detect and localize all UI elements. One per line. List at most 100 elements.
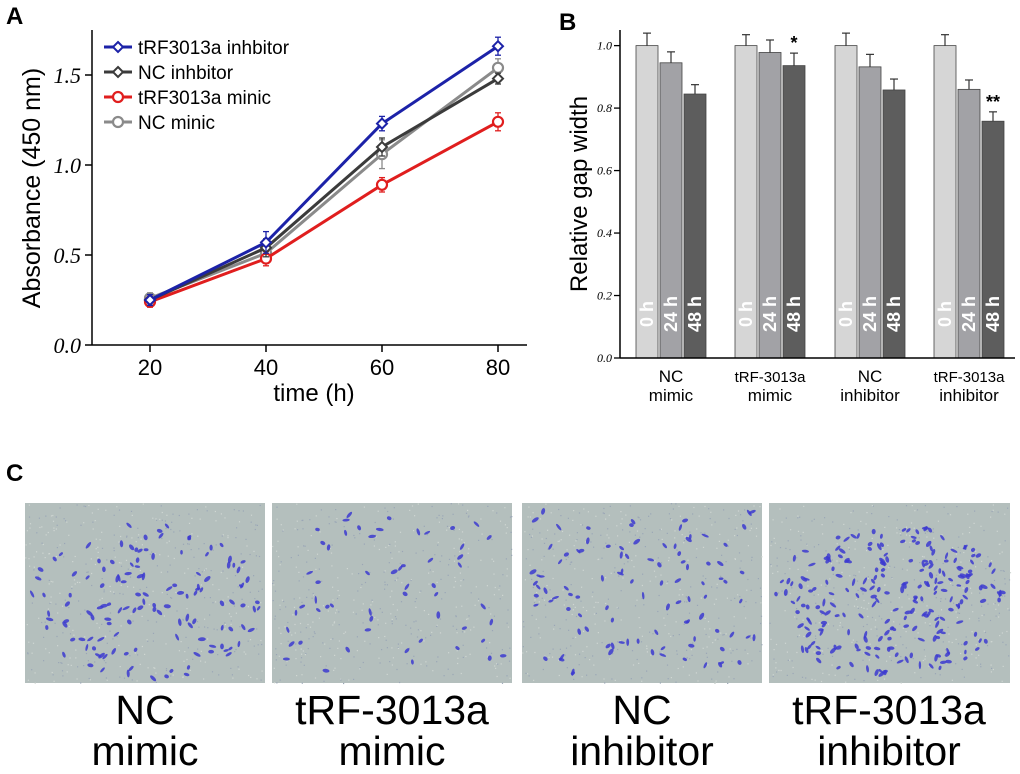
membrane-pore xyxy=(302,519,304,521)
stained-cell xyxy=(937,581,944,585)
membrane-pore xyxy=(460,580,462,582)
membrane-pore xyxy=(1001,595,1003,597)
membrane-pore xyxy=(171,597,173,599)
membrane-pore xyxy=(661,538,663,540)
stained-cell xyxy=(195,587,201,591)
membrane-pore xyxy=(255,524,257,526)
membrane-pore xyxy=(279,564,281,566)
membrane-pore xyxy=(760,596,762,598)
membrane-pore xyxy=(868,659,870,661)
stained-cell xyxy=(344,529,348,536)
membrane-pore xyxy=(152,590,154,592)
membrane-pore xyxy=(888,566,890,569)
stained-cell xyxy=(416,528,421,536)
membrane-pore xyxy=(493,594,495,596)
group-label-line-1: NC xyxy=(858,367,883,386)
membrane-pore xyxy=(1003,570,1005,572)
membrane-pore xyxy=(791,660,793,662)
membrane-pore xyxy=(148,604,150,606)
membrane-pore xyxy=(307,623,309,626)
membrane-pore xyxy=(459,551,461,553)
membrane-pore xyxy=(600,534,602,536)
membrane-pore xyxy=(450,503,452,505)
stained-cell xyxy=(680,560,686,564)
membrane-pore xyxy=(63,518,65,520)
membrane-pore xyxy=(399,562,401,564)
membrane-pore xyxy=(646,648,648,650)
stained-cell xyxy=(151,552,155,560)
membrane-pore xyxy=(536,591,538,594)
membrane-pore xyxy=(303,664,305,666)
membrane-pore xyxy=(932,531,934,533)
membrane-pore xyxy=(678,594,680,596)
membrane-pore xyxy=(583,508,585,510)
membrane-pore xyxy=(452,625,454,627)
membrane-pore xyxy=(922,659,924,662)
membrane-pore xyxy=(877,679,879,681)
membrane-pore xyxy=(27,653,29,655)
membrane-pore xyxy=(959,552,961,554)
membrane-pore xyxy=(831,655,834,657)
stained-cell xyxy=(878,671,885,677)
membrane-pore xyxy=(411,505,414,507)
membrane-pore xyxy=(558,508,560,511)
membrane-pore xyxy=(74,583,76,585)
stained-cell xyxy=(619,545,625,551)
membrane-pore xyxy=(410,579,412,582)
membrane-pore xyxy=(658,539,660,541)
membrane-pore xyxy=(490,652,493,654)
membrane-pore xyxy=(222,570,224,572)
membrane-pore xyxy=(969,526,971,528)
stained-cell xyxy=(608,648,614,656)
membrane-pore xyxy=(576,539,578,541)
stained-cell xyxy=(922,559,929,563)
membrane-pore xyxy=(616,606,618,609)
stained-cell xyxy=(659,653,667,657)
membrane-pore xyxy=(337,590,339,592)
stained-cell xyxy=(900,539,906,544)
membrane-pore xyxy=(547,529,549,531)
membrane-pore xyxy=(109,585,111,587)
membrane-pore xyxy=(390,613,392,615)
membrane-pore xyxy=(921,555,924,558)
legend-marker xyxy=(111,40,125,54)
stained-cell xyxy=(815,605,821,610)
membrane-pore xyxy=(875,619,877,621)
membrane-pore xyxy=(649,631,651,633)
membrane-pore xyxy=(371,599,373,601)
stained-cell xyxy=(320,540,326,546)
stained-cell xyxy=(880,568,886,572)
stained-cell xyxy=(936,628,944,635)
stained-cell xyxy=(835,645,842,650)
membrane-pore xyxy=(1006,630,1008,633)
membrane-pore xyxy=(679,515,681,517)
membrane-pore xyxy=(97,557,99,559)
stained-cell xyxy=(654,629,659,635)
stained-cell xyxy=(630,519,636,525)
membrane-pore xyxy=(396,668,398,671)
stained-cell xyxy=(402,591,408,597)
membrane-pore xyxy=(331,544,333,546)
membrane-pore xyxy=(328,523,330,525)
membrane-pore xyxy=(166,514,168,516)
membrane-pore xyxy=(97,551,99,553)
membrane-pore xyxy=(302,528,304,530)
membrane-pore xyxy=(787,659,789,661)
membrane-pore xyxy=(297,529,299,531)
stained-cell xyxy=(891,627,897,632)
membrane-pore xyxy=(773,537,775,539)
membrane-pore xyxy=(336,609,338,611)
membrane-pore xyxy=(50,601,52,603)
caption-trf-inhibitor: tRF-3013a inhibitor xyxy=(769,690,1009,772)
membrane-pore xyxy=(120,562,122,564)
membrane-pore xyxy=(141,645,143,648)
membrane-pore xyxy=(983,614,985,616)
stained-cell xyxy=(703,662,708,669)
stained-cell xyxy=(208,649,214,654)
membrane-pore xyxy=(94,563,97,566)
membrane-pore xyxy=(119,666,121,668)
membrane-pore xyxy=(53,530,55,532)
membrane-pore xyxy=(799,516,801,518)
stained-cell xyxy=(368,608,372,616)
membrane-pore xyxy=(381,649,383,651)
